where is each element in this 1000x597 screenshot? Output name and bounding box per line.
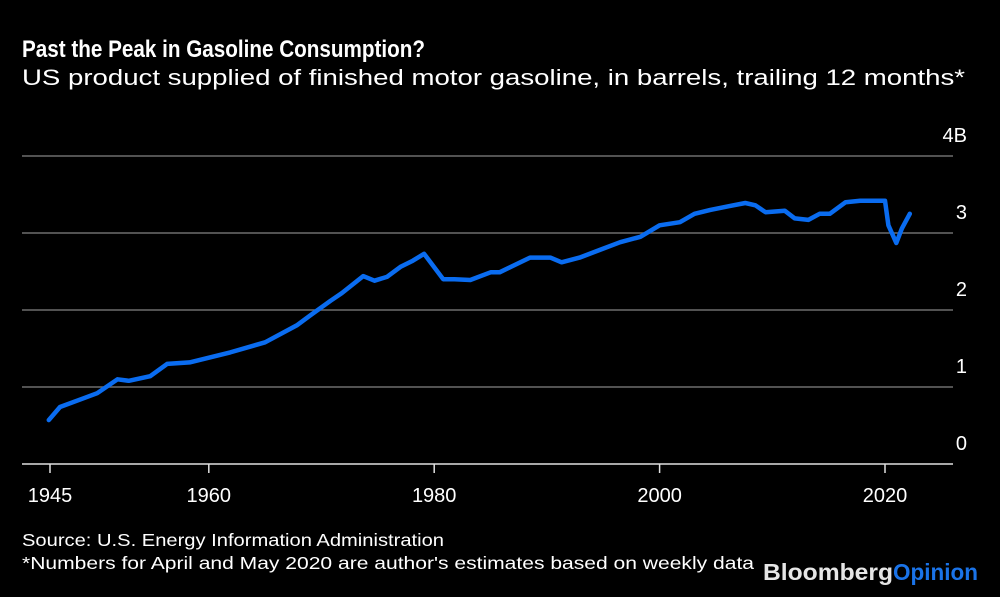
x-tick-label: 1960 — [187, 485, 232, 507]
x-tick-label: 1980 — [412, 485, 457, 507]
y-axis: 4B 3 2 1 0 — [943, 125, 967, 455]
series-line — [46, 198, 913, 423]
y-tick-label: 0 — [956, 433, 967, 455]
x-axis: 1945 1960 1980 2000 2020 — [22, 463, 953, 507]
gridlines — [22, 155, 953, 388]
x-tick-label: 2000 — [637, 485, 682, 507]
y-tick-label: 4B — [943, 125, 967, 147]
chart-subtitle: US product supplied of finished motor ga… — [22, 65, 966, 90]
logo-opinion: Opinion — [893, 559, 978, 585]
bloomberg-opinion-logo: Bloomberg Opinion — [763, 559, 978, 585]
logo-bloomberg: Bloomberg — [763, 559, 893, 585]
source-note: Source: U.S. Energy Information Administ… — [22, 530, 444, 550]
y-tick-label: 2 — [956, 279, 967, 301]
y-tick-label: 1 — [956, 356, 967, 378]
footnote: *Numbers for April and May 2020 are auth… — [22, 553, 754, 573]
x-tick-label: 2020 — [863, 485, 908, 507]
x-tick-label: 1945 — [28, 485, 73, 507]
y-tick-label: 3 — [956, 202, 967, 224]
chart-title: Past the Peak in Gasoline Consumption? — [22, 36, 425, 63]
